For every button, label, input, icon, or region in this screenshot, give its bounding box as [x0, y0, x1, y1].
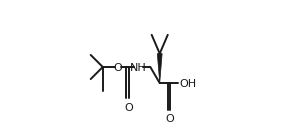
- Text: O: O: [114, 63, 122, 73]
- Text: O: O: [166, 114, 175, 124]
- Text: O: O: [124, 103, 133, 113]
- Text: OH: OH: [179, 79, 196, 89]
- Text: NH: NH: [130, 63, 147, 73]
- Polygon shape: [157, 54, 162, 83]
